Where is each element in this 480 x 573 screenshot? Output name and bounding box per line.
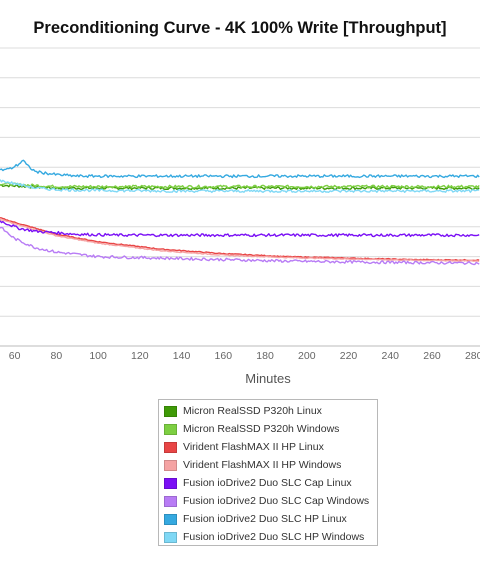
legend-label: Virident FlashMAX II HP Windows [183,459,342,471]
x-tick-label: 180 [256,350,274,362]
legend-swatch [164,405,177,417]
legend-item: Virident FlashMAX II HP Linux [164,440,324,454]
legend-label: Virident FlashMAX II HP Linux [183,441,324,453]
x-tick-label: 100 [89,350,107,362]
series-line [0,217,480,262]
series-lines [0,159,480,266]
legend-label: Micron RealSSD P320h Linux [183,405,322,417]
x-axis-label: Minutes [245,371,291,386]
legend-item: Micron RealSSD P320h Windows [164,422,339,436]
legend-label: Fusion ioDrive2 Duo SLC HP Windows [183,531,365,543]
legend-label: Fusion ioDrive2 Duo SLC Cap Linux [183,477,352,489]
series-line [0,183,480,191]
x-tick-label: 160 [215,350,233,362]
x-tick-label: 280 [465,350,480,362]
x-tick-label: 200 [298,350,316,362]
x-axis-ticks: 60 80 100 120 140 160 180 200 220 240 260 280 [9,350,480,362]
x-tick-label: 140 [173,350,191,362]
chart-legend: Micron RealSSD P320h Linux Micron RealSSD… [158,399,378,546]
grid-lines [0,47,480,347]
legend-swatch [164,513,177,525]
legend-item: Virident FlashMAX II HP Windows [164,458,341,472]
legend-swatch [164,459,177,471]
legend-swatch [164,495,177,507]
series-line [0,181,480,189]
series-line [0,159,480,179]
legend-swatch [164,423,177,435]
legend-label: Fusion ioDrive2 Duo SLC HP Linux [183,513,347,525]
series-line [0,179,480,194]
legend-item: Micron RealSSD P320h Linux [164,404,322,418]
x-tick-label: 260 [423,350,441,362]
legend-swatch [164,477,177,489]
series-line [0,220,480,238]
chart-title: Preconditioning Curve - 4K 100% Write [T… [33,19,447,37]
x-tick-label: 80 [51,350,63,362]
x-tick-label: 120 [131,350,149,362]
x-tick-label: 240 [381,350,399,362]
legend-item: Fusion ioDrive2 Duo SLC Cap Linux [164,476,352,490]
legend-swatch [164,441,177,453]
x-tick-label: 220 [340,350,358,362]
legend-item: Fusion ioDrive2 Duo SLC HP Linux [164,512,347,526]
legend-swatch [164,531,177,543]
legend-label: Micron RealSSD P320h Windows [183,423,340,435]
series-line [0,226,480,266]
legend-label: Fusion ioDrive2 Duo SLC Cap Windows [183,495,370,507]
legend-item: Fusion ioDrive2 Duo SLC Cap Windows [164,494,369,508]
x-tick-label: 60 [9,350,21,362]
legend-item: Fusion ioDrive2 Duo SLC HP Windows [164,530,364,544]
series-line [0,218,480,262]
